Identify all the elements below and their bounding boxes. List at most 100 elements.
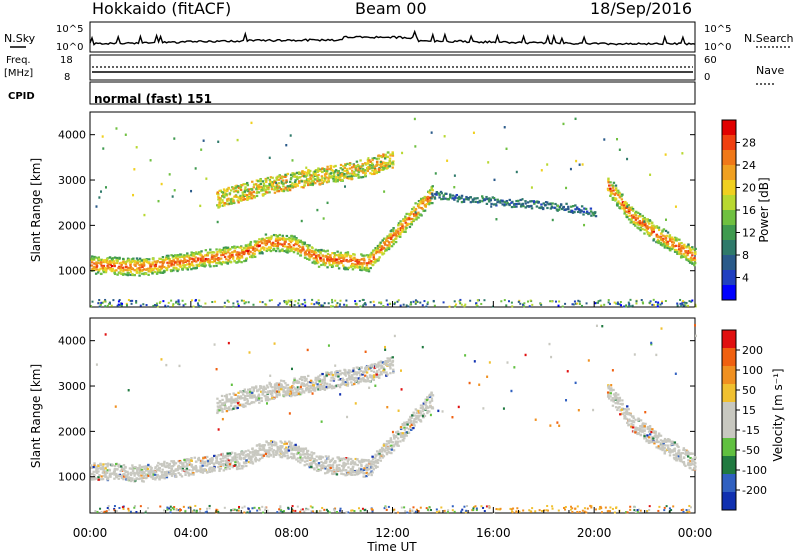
data-cell (203, 259, 207, 263)
data-cell (643, 429, 646, 433)
data-cell (312, 173, 315, 176)
data-cell (306, 457, 310, 460)
data-cell (267, 186, 270, 189)
data-cell (367, 157, 370, 160)
data-cell (655, 235, 658, 238)
data-cell (122, 268, 125, 271)
data-cell (338, 459, 342, 463)
data-cell (264, 449, 268, 452)
data-cell (643, 232, 646, 235)
data-cell (203, 469, 206, 473)
data-cell (661, 448, 664, 452)
colorbar-tick-label: 4 (742, 272, 749, 285)
data-cell (225, 461, 228, 465)
data-cell (244, 450, 247, 453)
data-cell (277, 175, 281, 178)
data-cell (268, 156, 271, 160)
data-cell (126, 259, 129, 262)
data-cell (142, 465, 146, 468)
data-cell (418, 206, 421, 209)
data-cell (318, 179, 321, 182)
data-cell (671, 244, 674, 247)
data-cell (90, 305, 93, 308)
data-cell (644, 225, 647, 228)
data-cell (686, 455, 690, 458)
data-cell (281, 188, 284, 191)
data-cell (653, 303, 656, 306)
data-cell (367, 473, 370, 476)
data-cell (392, 239, 395, 242)
data-cell (392, 449, 396, 452)
data-cell (204, 302, 207, 305)
data-cell (367, 461, 371, 464)
data-cell (90, 466, 94, 469)
data-cell (253, 454, 256, 457)
data-cell (171, 304, 174, 307)
colorbar-tick-label: 8 (742, 249, 749, 262)
data-cell (223, 189, 226, 192)
data-cell (409, 303, 412, 306)
data-cell (298, 181, 301, 184)
data-cell (690, 300, 693, 303)
data-cell (351, 469, 354, 472)
data-cell (211, 260, 214, 264)
data-cell (399, 304, 402, 307)
data-cell (594, 215, 598, 218)
data-cell (314, 172, 317, 175)
data-cell (159, 300, 162, 303)
data-cell (197, 252, 201, 256)
data-cell (202, 255, 205, 258)
data-cell (364, 162, 367, 165)
data-cell (270, 299, 273, 302)
data-cell (299, 461, 302, 464)
data-cell (404, 215, 407, 218)
data-cell (693, 459, 696, 463)
data-cell (678, 238, 681, 241)
data-cell (173, 461, 176, 464)
data-cell (259, 182, 262, 186)
data-cell (241, 397, 244, 400)
data-cell (223, 196, 226, 199)
data-cell (350, 174, 354, 177)
data-cell (242, 247, 246, 250)
data-cell (158, 467, 162, 470)
data-cell (326, 266, 329, 269)
data-cell (392, 434, 395, 437)
data-cell (687, 462, 690, 465)
data-cell (378, 450, 381, 454)
data-cell (517, 300, 520, 303)
data-cell (414, 214, 418, 217)
colorbar-swatch (722, 255, 736, 271)
data-cell (678, 250, 681, 253)
data-cell (360, 258, 364, 261)
data-cell (639, 433, 643, 437)
data-cell (157, 461, 160, 465)
data-cell (143, 258, 146, 261)
cpid-panel (89, 81, 696, 105)
data-cell (93, 268, 96, 271)
data-cell (138, 263, 141, 267)
data-cell (294, 241, 298, 244)
data-cell (392, 232, 396, 235)
data-cell (365, 463, 368, 466)
data-cell (377, 167, 381, 171)
data-cell (385, 443, 388, 446)
data-cell (276, 237, 280, 240)
cpid-label: CPID (8, 91, 35, 102)
data-cell (423, 203, 427, 206)
data-cell (345, 304, 348, 307)
data-cell (551, 202, 554, 205)
data-cell (281, 249, 284, 252)
data-cell (396, 440, 400, 443)
data-cell (620, 198, 624, 201)
data-cell (409, 301, 412, 304)
data-cell (270, 188, 274, 191)
data-cell (216, 192, 219, 195)
data-cell (280, 446, 284, 449)
data-cell (208, 467, 211, 471)
data-cell (255, 248, 259, 252)
data-cell (626, 205, 629, 208)
data-cell (346, 260, 350, 263)
data-cell (222, 253, 225, 256)
data-cell (221, 201, 225, 204)
